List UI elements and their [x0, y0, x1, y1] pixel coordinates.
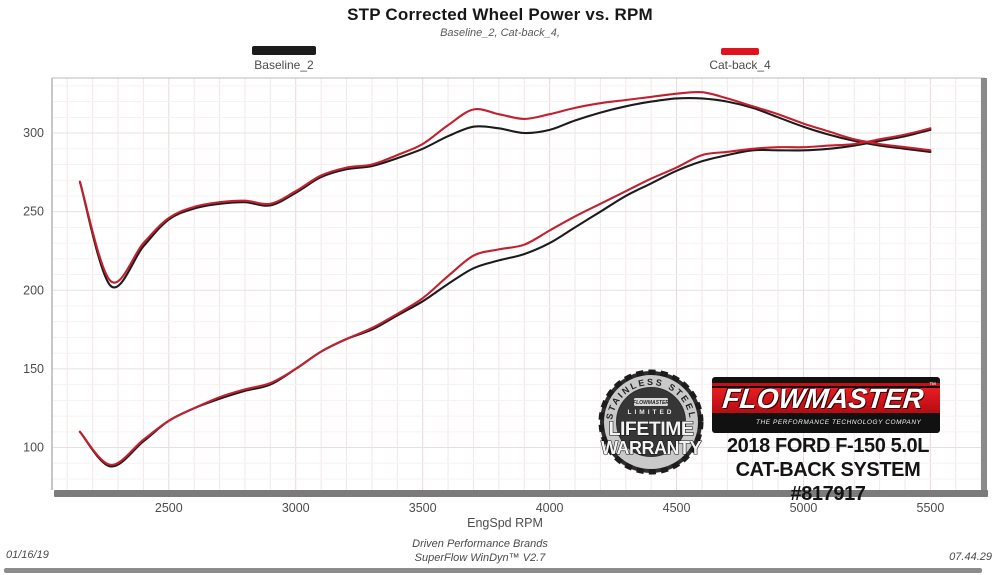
svg-text:3000: 3000: [282, 501, 310, 515]
vehicle-info: 2018 FORD F-150 5.0L CAT-BACK SYSTEM #81…: [703, 434, 953, 506]
logo-wordmark: FLOWMASTER: [721, 383, 925, 414]
badge-line2: WARRANTY: [601, 438, 701, 458]
badge-ribbon-text: LIMITED: [628, 409, 675, 416]
svg-text:5500: 5500: [917, 501, 945, 515]
report-date: 01/16/19: [6, 549, 49, 561]
legend-label-baseline: Baseline_2: [254, 58, 314, 72]
svg-text:4000: 4000: [536, 501, 564, 515]
badge-line1: LIFETIME: [609, 418, 694, 440]
svg-text:EngSpd RPM: EngSpd RPM: [467, 516, 543, 530]
report-time: 07.44.29: [949, 551, 992, 563]
svg-text:2500: 2500: [155, 501, 183, 515]
legend-label-catback: Cat-back_4: [709, 58, 771, 72]
bottom-divider: [4, 568, 982, 573]
baseline-color-swatch: [252, 46, 316, 55]
trademark-symbol: ™: [929, 382, 936, 389]
footer-brand-line: Driven Performance Brands: [412, 538, 548, 550]
page-subtitle: Baseline_2, Cat-back_4,: [440, 27, 560, 39]
catback-color-swatch: [721, 48, 759, 55]
logo-red-stripe: [712, 383, 940, 386]
svg-text:300: 300: [23, 126, 44, 140]
svg-text:250: 250: [23, 205, 44, 219]
logo-tagline: THE PERFORMANCE TECHNOLOGY COMPANY: [756, 419, 922, 426]
svg-text:100: 100: [23, 441, 44, 455]
svg-text:200: 200: [23, 283, 44, 297]
svg-text:5000: 5000: [790, 501, 818, 515]
svg-text:4500: 4500: [663, 501, 691, 515]
vehicle-line1: 2018 FORD F-150 5.0L: [726, 435, 930, 457]
footer-brand-block: Driven Performance Brands SuperFlow WinD…: [0, 537, 960, 565]
legend-item-catback: Cat-back_4: [702, 48, 778, 72]
footer-software-line: SuperFlow WinDyn™ V2.7: [414, 552, 546, 564]
logo-red-band: [712, 388, 940, 413]
legend-item-baseline: Baseline_2: [244, 46, 324, 72]
vehicle-line2: CAT-BACK SYSTEM #817917: [735, 459, 921, 505]
badge-brand-small: FLOWMASTER: [633, 400, 669, 406]
page-title: STP Corrected Wheel Power vs. RPM: [347, 5, 653, 24]
svg-text:150: 150: [23, 362, 44, 376]
svg-text:3500: 3500: [409, 501, 437, 515]
flowmaster-logo: FLOWMASTER ™ THE PERFORMANCE TECHNOLOGY …: [712, 377, 940, 433]
lifetime-warranty-badge-icon: STAINLESS STEEL FLOWMASTER LIMITED LIFET…: [598, 369, 704, 475]
